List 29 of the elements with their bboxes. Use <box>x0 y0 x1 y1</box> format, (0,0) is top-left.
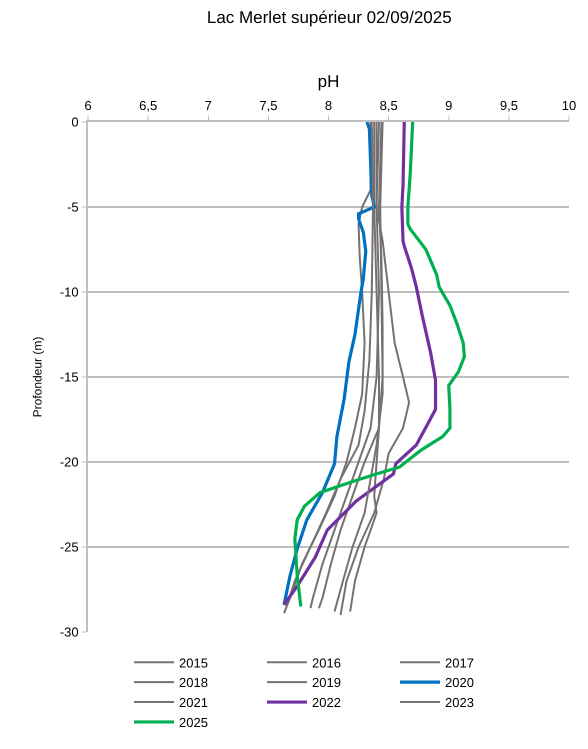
legend-label: 2021 <box>179 695 208 710</box>
x-tick-label: 9,5 <box>500 98 518 114</box>
x-axis-title: pH <box>318 72 340 92</box>
legend-label: 2020 <box>445 675 474 690</box>
x-tick-label: 8 <box>324 98 332 114</box>
legend-label: 2017 <box>445 655 474 670</box>
y-tick-label: -15 <box>60 370 79 385</box>
y-tick-label: 0 <box>71 114 79 130</box>
legend-label: 2023 <box>445 695 474 710</box>
legend-label: 2025 <box>179 715 208 730</box>
legend-label: 2016 <box>312 655 341 670</box>
chart-title: Lac Merlet supérieur 02/09/2025 <box>206 8 452 28</box>
x-tick-label: 7 <box>204 98 212 114</box>
x-tick-label: 8,5 <box>380 98 398 114</box>
x-tick-label: 7,5 <box>259 98 278 114</box>
y-tick-label: -5 <box>67 200 79 215</box>
x-tick-label: 9 <box>445 98 452 114</box>
x-tick-label: 6 <box>84 98 92 114</box>
legend-label: 2015 <box>179 655 208 670</box>
y-axis-title: Profondeur (m) <box>30 336 45 418</box>
y-tick-label: -25 <box>60 540 79 555</box>
x-tick-label: 10 <box>562 98 576 114</box>
x-tick-label: 6,5 <box>139 98 158 114</box>
legend-label: 2018 <box>179 675 208 690</box>
y-tick-label: -20 <box>60 454 79 470</box>
legend-label: 2022 <box>312 695 341 710</box>
y-tick-label: -10 <box>60 284 79 300</box>
y-tick-label: -30 <box>60 624 79 640</box>
legend-label: 2019 <box>312 675 341 690</box>
